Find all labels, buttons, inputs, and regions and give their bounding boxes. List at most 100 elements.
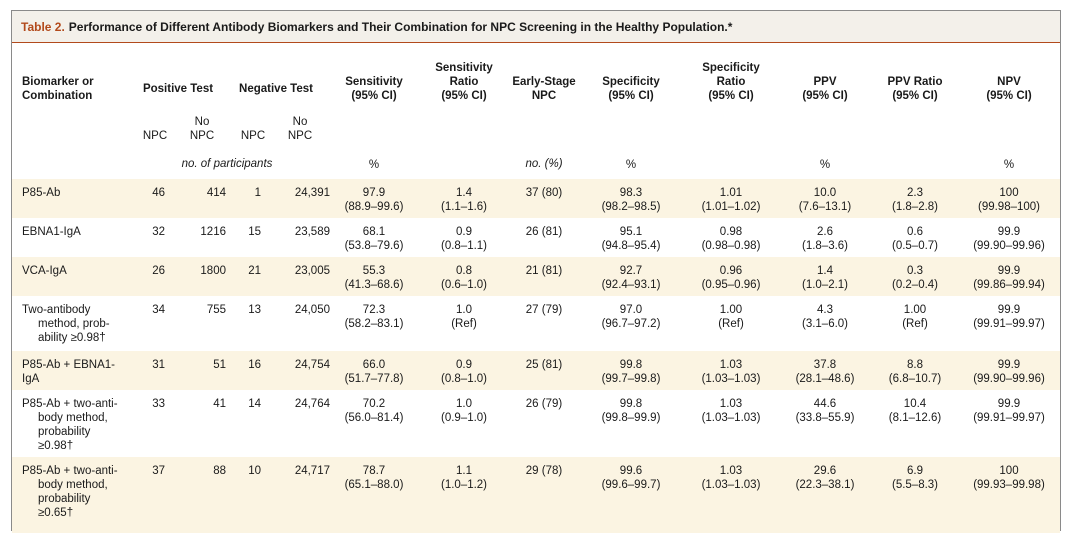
specificity-value-line: (94.8–95.4): [601, 240, 661, 252]
ppv-value-line: 2.6: [817, 226, 833, 238]
subheader-neg-npc-line: NPC: [240, 130, 266, 142]
positive-no-npc-value: 51: [176, 358, 226, 372]
sensitivity-value-line: 55.3: [362, 265, 386, 277]
negative-npc-value-line: 14: [248, 398, 261, 410]
negative-npc-value-line: 21: [248, 265, 261, 277]
header-ppv-ratio-line: (95% CI): [892, 90, 938, 102]
negative-npc-value-line: 10: [248, 465, 261, 477]
ppv-ratio-value-line: 10.4: [903, 398, 927, 410]
unit-sensitivity-pct: %: [354, 158, 394, 172]
sensitivity-value-line: 72.3: [362, 304, 386, 316]
specificity-value-line: (99.8–99.9): [601, 412, 661, 424]
sensitivity-ratio-value-line: 0.8: [456, 265, 472, 277]
table-number: Table 2.: [21, 19, 65, 34]
npv-value: 100 (99.93–99.98): [954, 464, 1064, 492]
row-label: P85-Ab + two-anti-body method, probabilit…: [22, 397, 118, 453]
ppv-value-line: 44.6: [813, 398, 837, 410]
row-label-line: VCA-IgA: [22, 265, 67, 277]
header-specificity-line: (95% CI): [608, 90, 654, 102]
npv-value-line: (99.90–99.96): [973, 373, 1045, 385]
positive-no-npc-value-line: 88: [213, 465, 226, 477]
negative-no-npc-value: 24,050: [270, 303, 330, 317]
negative-no-npc-value-line: 23,005: [294, 265, 330, 277]
ppv-value-line: 37.8: [813, 359, 837, 371]
unit-npv-pct-line: %: [1003, 159, 1015, 171]
negative-no-npc-value: 24,391: [270, 186, 330, 200]
table-row: [12, 257, 1060, 296]
sensitivity-value-line: (65.1–88.0): [344, 479, 404, 491]
ppv-value: 4.3 (3.1–6.0): [775, 303, 875, 331]
specificity-ratio-value-line: 1.00: [719, 304, 743, 316]
positive-no-npc-value: 1800: [176, 264, 226, 278]
row-label: VCA-IgA: [22, 264, 67, 278]
header-negative-test: Negative Test: [231, 82, 321, 96]
early-stage-value-line: 26 (79): [525, 398, 563, 410]
npv-value-line: 99.9: [997, 304, 1021, 316]
negative-no-npc-value-line: 24,764: [294, 398, 330, 410]
header-npv-line: (95% CI): [986, 90, 1032, 102]
ppv-ratio-value-line: (6.8–10.7): [888, 373, 942, 385]
sensitivity-value: 68.1 (53.8–79.6): [324, 225, 424, 253]
specificity-value: 92.7 (92.4–93.1): [581, 264, 681, 292]
negative-no-npc-value-line: 24,754: [294, 359, 330, 371]
npv-value-line: 99.9: [997, 359, 1021, 371]
sensitivity-value-line: 70.2: [362, 398, 386, 410]
ppv-value: 2.6 (1.8–3.6): [775, 225, 875, 253]
header-npv-line: NPV: [997, 76, 1021, 88]
early-stage-value: 26 (79): [504, 397, 584, 411]
positive-npc-value-line: 34: [152, 304, 165, 316]
early-stage-value-line: 29 (78): [525, 465, 563, 477]
npv-value-line: (99.90–99.96): [973, 240, 1045, 252]
sensitivity-ratio-value-line: 1.0: [456, 398, 472, 410]
header-sensitivity-line: Sensitivity: [345, 76, 403, 88]
header-specificity-ratio-line: Specificity: [702, 62, 760, 74]
specificity-value-line: 97.0: [619, 304, 643, 316]
sensitivity-value-line: 66.0: [362, 359, 386, 371]
npv-value-line: 99.9: [997, 398, 1021, 410]
negative-npc-value-line: 1: [254, 187, 261, 199]
specificity-value-line: 99.8: [619, 359, 643, 371]
specificity-value-line: 99.8: [619, 398, 643, 410]
row-label: Two-antibody method, prob-ability ≥0.98†: [22, 303, 110, 345]
negative-no-npc-value-line: 24,391: [294, 187, 330, 199]
specificity-value-line: (92.4–93.1): [601, 279, 661, 291]
row-label-line: probability: [38, 493, 91, 505]
header-early-stage: Early-Stage NPC: [494, 75, 594, 103]
row-label-line: method, prob-: [38, 318, 110, 330]
ppv-ratio-value: 0.3 (0.2–0.4): [865, 264, 965, 292]
early-stage-value: 27 (79): [504, 303, 584, 317]
subheader-pos-no-npc-line: No: [194, 116, 210, 128]
table-caption: Performance of Different Antibody Biomar…: [68, 19, 733, 34]
ppv-value-line: (1.8–3.6): [801, 240, 849, 252]
positive-npc-value-line: 37: [152, 465, 165, 477]
specificity-ratio-value: 1.03 (1.03–1.03): [681, 397, 781, 425]
specificity-ratio-value: 0.98 (0.98–0.98): [681, 225, 781, 253]
unit-ppv-pct-line: %: [819, 159, 831, 171]
specificity-value: 98.3 (98.2–98.5): [581, 186, 681, 214]
specificity-value-line: (98.2–98.5): [601, 201, 661, 213]
positive-npc-value: 33: [125, 397, 165, 411]
npv-value: 99.9 (99.90–99.96): [954, 225, 1064, 253]
ppv-ratio-value-line: 8.8: [907, 359, 923, 371]
sensitivity-ratio-value-line: (0.8–1.0): [440, 373, 488, 385]
ppv-value: 1.4 (1.0–2.1): [775, 264, 875, 292]
sensitivity-value-line: 78.7: [362, 465, 386, 477]
specificity-ratio-value: 1.00 (Ref): [681, 303, 781, 331]
header-ppv-ratio: PPV Ratio (95% CI): [865, 75, 965, 103]
specificity-ratio-value: 1.03 (1.03–1.03): [681, 358, 781, 386]
sensitivity-ratio-value: 0.9 (0.8–1.0): [414, 358, 514, 386]
row-label-line: P85-Ab + two-anti-: [22, 465, 118, 477]
subheader-pos-npc-line: NPC: [142, 130, 168, 142]
sensitivity-ratio-value-line: (0.8–1.1): [440, 240, 488, 252]
negative-npc-value: 15: [221, 225, 261, 239]
header-npv: NPV (95% CI): [959, 75, 1059, 103]
positive-no-npc-value: 88: [176, 464, 226, 478]
positive-npc-value-line: 26: [152, 265, 165, 277]
unit-ppv-pct: %: [805, 158, 845, 172]
sensitivity-value-line: (41.3–68.6): [344, 279, 404, 291]
negative-no-npc-value: 24,754: [270, 358, 330, 372]
row-label-line: P85-Ab + two-anti-: [22, 398, 118, 410]
specificity-ratio-value: 1.01 (1.01–1.02): [681, 186, 781, 214]
subheader-pos-no-npc-line: NPC: [189, 130, 215, 142]
early-stage-value-line: 21 (81): [525, 265, 563, 277]
